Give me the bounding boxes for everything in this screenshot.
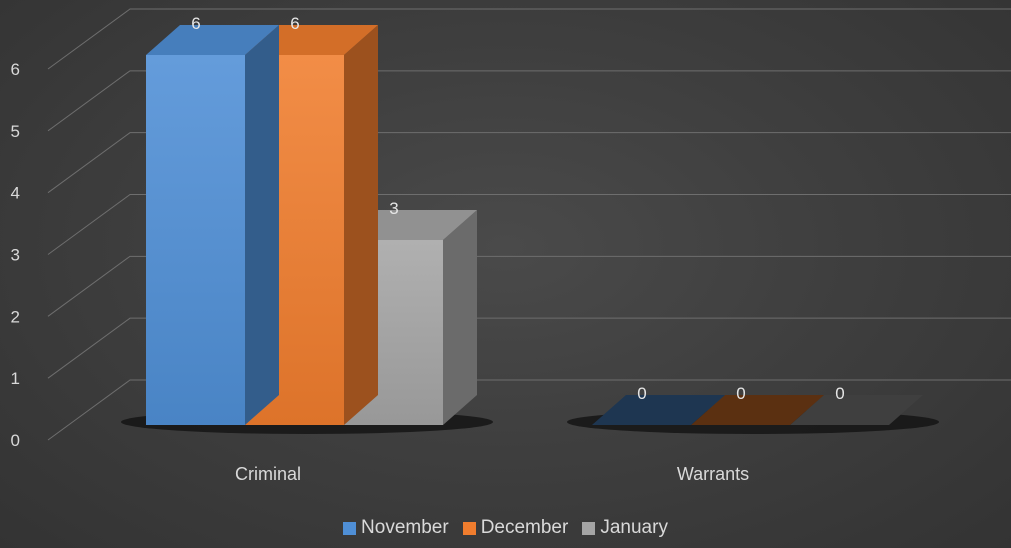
gridline	[47, 379, 1011, 441]
legend-swatch	[462, 521, 476, 535]
data-label: 6	[191, 14, 200, 33]
gridline	[47, 194, 1011, 255]
y-tick-label: 4	[11, 184, 20, 203]
bar-side	[443, 210, 477, 425]
bar-top	[790, 395, 923, 425]
legend-item: December	[462, 517, 569, 539]
gridline	[47, 317, 1011, 379]
legend: November December January	[0, 517, 1011, 539]
y-tick-label: 5	[11, 122, 20, 141]
bar-front	[146, 55, 245, 425]
legend-swatch	[343, 521, 357, 535]
legend-label: November	[361, 517, 449, 538]
gridline	[47, 255, 1011, 317]
category-label: Warrants	[677, 464, 749, 484]
legend-item: November	[343, 517, 449, 539]
y-tick-label: 6	[11, 60, 20, 79]
bar-top	[592, 395, 725, 425]
gridline	[47, 70, 1011, 132]
data-label: 6	[290, 14, 299, 33]
bar	[691, 395, 824, 425]
data-label: 0	[736, 384, 745, 403]
category-label: Criminal	[235, 464, 301, 484]
bar	[592, 395, 725, 425]
bar	[790, 395, 923, 425]
y-tick-label: 1	[11, 369, 20, 388]
legend-label: January	[600, 517, 668, 538]
data-label: 3	[389, 199, 398, 218]
gridline	[47, 132, 1011, 194]
y-tick-label: 3	[11, 246, 20, 265]
bar-side	[245, 25, 279, 425]
data-label: 0	[637, 384, 646, 403]
y-tick-label: 2	[11, 307, 20, 326]
bar-top	[691, 395, 824, 425]
bar-side	[344, 25, 378, 425]
legend-label: December	[480, 517, 569, 538]
bar-top	[146, 25, 279, 55]
gridline	[47, 8, 1011, 70]
data-label: 0	[835, 384, 844, 403]
y-tick-label: 0	[11, 431, 20, 450]
bar	[146, 25, 279, 425]
legend-swatch	[582, 521, 596, 535]
legend-item: January	[582, 517, 668, 539]
